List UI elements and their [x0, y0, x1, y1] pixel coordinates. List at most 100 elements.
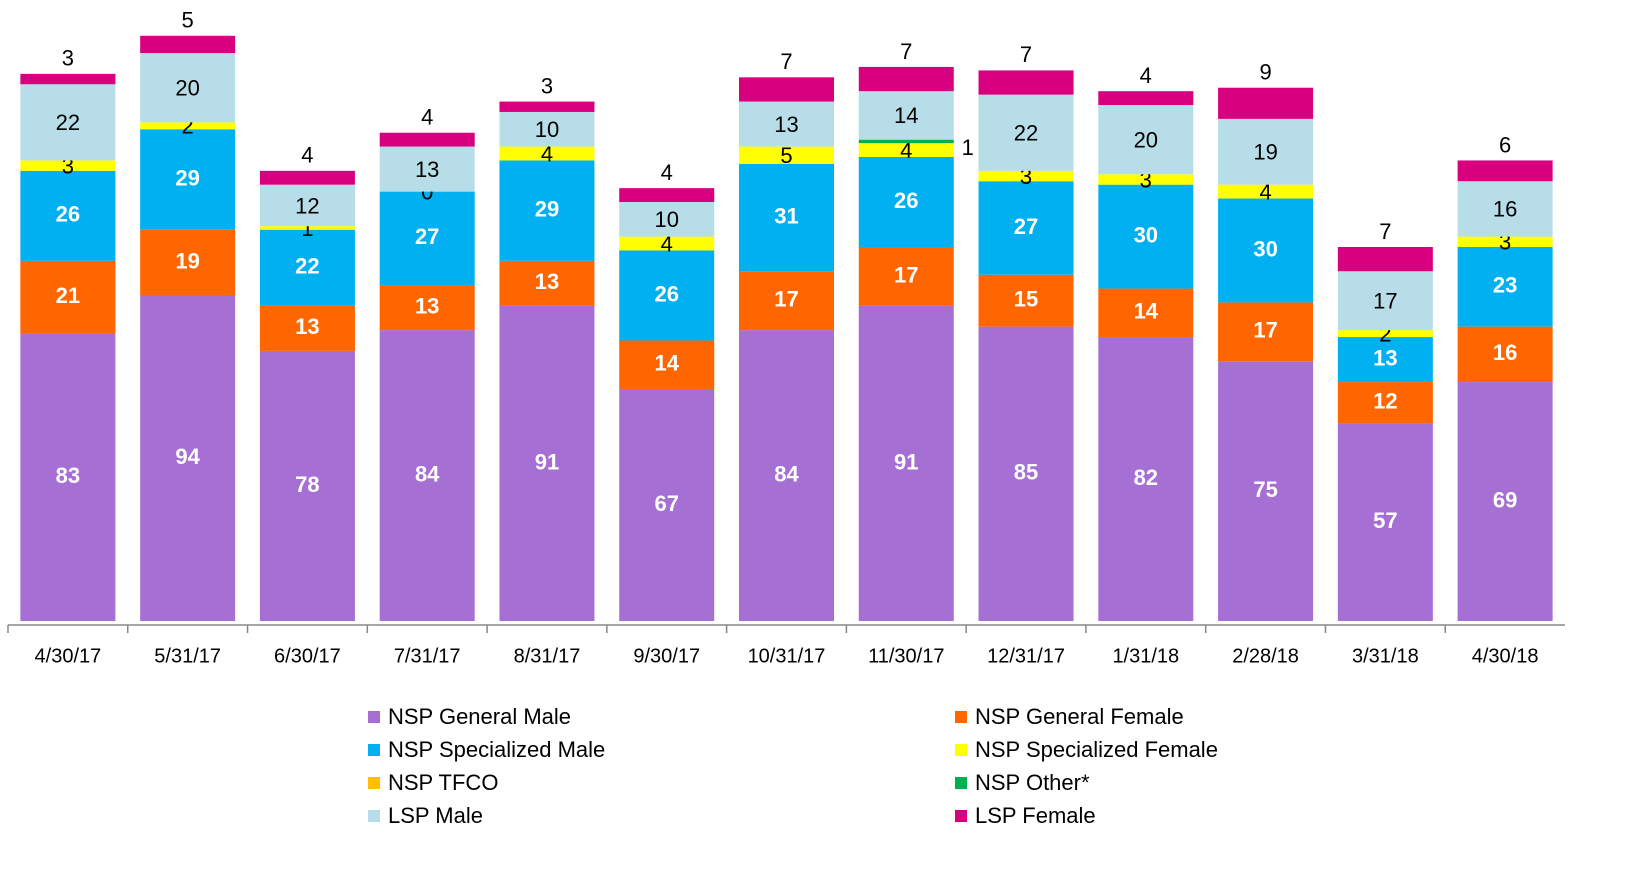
legend-swatch: [368, 810, 380, 822]
bar-segment: [1218, 184, 1314, 199]
bar-segment: [739, 101, 834, 147]
bar-segment: [259, 170, 355, 185]
data-label: 17: [774, 286, 798, 311]
data-label: 7: [900, 39, 912, 64]
bar-segment: [259, 184, 355, 227]
bar-segment: [619, 236, 715, 251]
bar-segment: [499, 305, 595, 621]
legend-swatch: [955, 777, 967, 789]
data-label: 84: [415, 461, 440, 486]
bar-segment: [1337, 382, 1433, 424]
bar-segment: [1457, 236, 1553, 248]
bar-segment: [379, 285, 475, 331]
legend-label: NSP Specialized Male: [388, 737, 605, 762]
bar-segment: [140, 129, 236, 230]
data-label: 13: [415, 293, 439, 318]
bar-segment: [978, 170, 1074, 182]
x-tick-label: 12/31/17: [987, 645, 1065, 667]
data-label: 7: [1379, 219, 1391, 244]
data-label: 27: [415, 224, 439, 249]
bar-segment: [739, 146, 834, 164]
legend-swatch: [368, 711, 380, 723]
bar-segment: [858, 66, 954, 92]
bar-segment: [1337, 247, 1433, 272]
data-label: 4: [900, 138, 912, 163]
x-tick-label: 3/31/18: [1352, 645, 1419, 667]
bar-segment: [379, 330, 475, 621]
bar-segment: [1218, 87, 1314, 119]
data-label: 12: [295, 193, 319, 218]
bar-segment: [1457, 160, 1553, 182]
bar-segment: [140, 35, 236, 54]
data-label: 94: [175, 444, 200, 469]
bar-segment: [20, 84, 116, 161]
bar-segment: [619, 201, 715, 237]
data-label: 7: [780, 49, 792, 74]
data-label: 7: [1020, 42, 1032, 67]
bar-segment: [20, 160, 116, 171]
bar-segment: [1218, 361, 1314, 621]
legend-label: LSP Female: [975, 803, 1096, 828]
data-label: 16: [1493, 197, 1517, 222]
data-label: 5: [182, 8, 194, 33]
bar-segment: [978, 94, 1074, 171]
data-label: 4: [541, 141, 553, 166]
data-label: 19: [175, 248, 199, 273]
data-label: 30: [1253, 236, 1277, 261]
bar-segment: [20, 170, 116, 261]
bar-segment: [1098, 91, 1194, 106]
legend-label: NSP Specialized Female: [975, 737, 1218, 762]
data-label: 5: [780, 143, 792, 168]
bar-segment: [1337, 330, 1433, 338]
legend-label: NSP General Male: [388, 704, 571, 729]
data-label: 14: [654, 351, 679, 376]
data-label: 13: [535, 269, 559, 294]
data-label: 4: [661, 160, 673, 185]
data-label: 82: [1134, 465, 1158, 490]
bar-segment: [1457, 382, 1553, 621]
data-label: 13: [774, 112, 798, 137]
data-label: 26: [56, 202, 80, 227]
data-label: 91: [535, 449, 559, 474]
data-label: 83: [56, 463, 80, 488]
data-label: 6: [1499, 132, 1511, 157]
bar-segment: [978, 181, 1074, 275]
data-label: 20: [1134, 127, 1158, 152]
data-label: 75: [1253, 477, 1277, 502]
x-tick-label: 7/31/17: [394, 645, 461, 667]
bar-segment: [978, 70, 1074, 95]
x-tick-label: 1/31/18: [1112, 645, 1179, 667]
bar-segment: [739, 330, 834, 621]
bar-segment: [499, 146, 595, 161]
x-tick-label: 8/31/17: [514, 645, 581, 667]
bar-segment: [1337, 337, 1433, 383]
legend-swatch: [955, 744, 967, 756]
bar-segment: [619, 388, 715, 621]
data-label: 27: [1014, 214, 1038, 239]
bar-segment: [140, 229, 236, 296]
bar-segment: [379, 146, 475, 192]
bar-segment: [1098, 184, 1194, 289]
data-label: 22: [1014, 121, 1038, 146]
x-tick-label: 10/31/17: [748, 645, 826, 667]
bar-segment: [619, 250, 715, 341]
legend-label: LSP Male: [388, 803, 483, 828]
data-label: 13: [295, 314, 319, 339]
bar-segment: [1457, 326, 1553, 383]
data-label: 29: [535, 196, 559, 221]
x-tick-label: 6/30/17: [274, 645, 341, 667]
bar-segment: [858, 247, 954, 306]
data-label: 3: [62, 46, 74, 71]
x-tick-label: 4/30/18: [1472, 645, 1539, 667]
bar-segment: [259, 229, 355, 306]
legend-label: NSP Other*: [975, 770, 1090, 795]
data-label: 13: [1373, 345, 1397, 370]
x-tick-label: 5/31/17: [154, 645, 221, 667]
x-tick-label: 2/28/18: [1232, 645, 1299, 667]
data-label: 69: [1493, 487, 1517, 512]
bar-segment: [858, 139, 954, 144]
x-tick-label: 11/30/17: [868, 645, 944, 667]
bar-segment: [1337, 423, 1433, 621]
data-label: 17: [1373, 288, 1397, 313]
